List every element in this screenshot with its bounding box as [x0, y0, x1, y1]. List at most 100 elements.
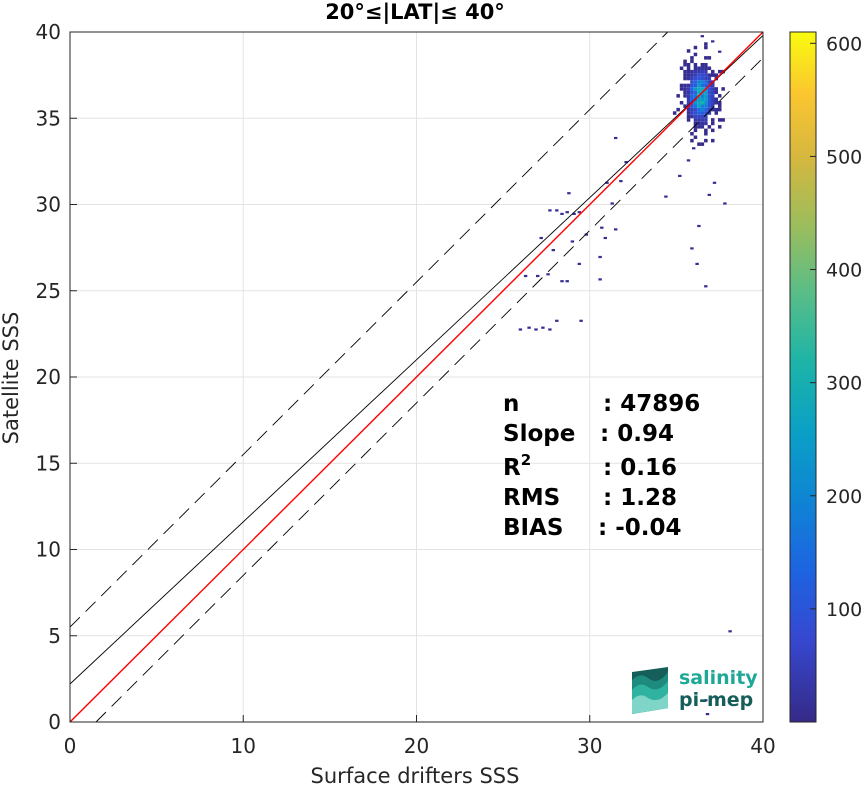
heatmap-cell: [679, 66, 684, 70]
heatmap-cell: [700, 114, 705, 119]
heatmap-cell: [690, 83, 694, 88]
heatmap-cell: [704, 111, 708, 115]
heatmap-cell: [711, 73, 715, 77]
heatmap-cell: [700, 66, 705, 70]
heatmap-cell: [714, 101, 718, 105]
heatmap-cell: [704, 97, 708, 101]
heatmap-cell: [693, 111, 698, 115]
heatmap-cell: [693, 107, 698, 112]
heatmap-cell: [714, 73, 718, 77]
heatmap-cell: [697, 121, 701, 126]
y-tick-label: 25: [36, 279, 61, 303]
stat-value: : 0.94: [600, 421, 674, 447]
line-regression-fit: [69, 35, 764, 685]
heatmap-cell: [693, 101, 698, 105]
heatmap-cell: [700, 97, 705, 101]
heatmap-cell: [697, 83, 701, 88]
heatmap-cell: [548, 209, 552, 212]
x-axis-label: Surface drifters SSS: [311, 764, 520, 786]
heatmap-cell: [714, 107, 718, 112]
heatmap-cell: [679, 101, 684, 105]
heatmap-cell: [679, 83, 684, 88]
heatmap-cell: [711, 94, 715, 98]
heatmap-cell: [711, 107, 715, 112]
heatmap-cell: [704, 104, 708, 108]
heatmap-cell: [546, 273, 550, 276]
heatmap-cell: [700, 121, 705, 126]
heatmap-cell: [714, 90, 718, 95]
heatmap-cell: [527, 326, 531, 329]
heatmap-cell: [711, 121, 715, 126]
heatmap-cell: [700, 63, 705, 67]
colorbar: 100 200 300 400 500 600: [789, 31, 862, 723]
heatmap-cell: [697, 114, 701, 119]
heatmap-cell: [704, 285, 708, 288]
heatmap-cell: [690, 94, 694, 98]
heatmap-cell: [683, 59, 687, 64]
heatmap-cell: [697, 97, 701, 101]
heatmap-cell: [555, 319, 559, 322]
heatmap-cell: [714, 87, 718, 91]
heatmap-cell: [693, 90, 698, 95]
heatmap-cell: [711, 128, 715, 133]
heatmap-cell: [711, 104, 715, 108]
heatmap-cell: [683, 104, 687, 108]
logo-line1: salinity: [679, 667, 758, 689]
heatmap-cell: [695, 262, 699, 265]
stat-label: n: [503, 391, 519, 417]
heatmap-cell: [704, 138, 708, 143]
heatmap-cell: [704, 101, 708, 105]
heatmap-cell: [697, 80, 701, 84]
heatmap-cell: [679, 87, 684, 91]
heatmap-cell: [690, 87, 694, 91]
heatmap-cell: [704, 63, 708, 67]
x-axis: 0 10 20 30 40: [64, 715, 776, 758]
heatmap-cell: [697, 101, 701, 105]
colorbar-tick-label: 300: [826, 373, 862, 395]
heatmap-cell: [690, 90, 694, 95]
heatmap-cell: [686, 107, 691, 112]
heatmap-cell: [704, 73, 708, 77]
heatmap-cell: [697, 87, 701, 91]
heatmap-cell: [704, 90, 708, 95]
colorbar-gradient: [789, 31, 817, 723]
heatmap-cell: [693, 83, 698, 88]
heatmap-cell: [614, 228, 618, 231]
heatmap-cell: [619, 180, 623, 183]
y-tick-label: 15: [36, 451, 61, 475]
stat-value: : -0.04: [598, 515, 682, 541]
stat-label: RMS: [503, 485, 560, 511]
heatmap-cell: [548, 328, 552, 331]
line-upper-bound: [69, 31, 669, 628]
heatmap-cell: [565, 280, 569, 283]
heatmap-cell: [711, 40, 715, 43]
heatmap-cell: [686, 73, 691, 77]
heatmap-cell: [577, 211, 581, 214]
heatmap-cell: [704, 699, 708, 702]
heatmap-cell: [690, 107, 694, 112]
heatmap-cell: [700, 73, 705, 77]
y-tick-label: 0: [48, 710, 61, 734]
y-tick-label: 20: [36, 365, 61, 389]
heatmap-cell: [565, 211, 569, 214]
heatmap-cell: [683, 63, 687, 67]
heatmap-cell: [693, 45, 698, 50]
heatmap-cell: [707, 101, 712, 105]
heatmap-cell: [686, 111, 691, 115]
heatmap-cell: [704, 80, 708, 84]
heatmap-cell: [693, 94, 698, 98]
heatmap-cell: [683, 94, 687, 98]
stat-label: BIAS: [503, 515, 563, 541]
heatmap-cell: [683, 76, 687, 81]
heatmap-cell: [686, 114, 691, 119]
logo-waves-icon: [632, 667, 668, 714]
heatmap-cell: [693, 87, 698, 91]
colorbar-tick-label: 100: [826, 599, 862, 621]
x-tick-label: 10: [231, 734, 256, 758]
heatmap-cell: [697, 69, 701, 74]
heatmap-cell: [536, 274, 540, 278]
heatmap-cell: [707, 90, 712, 95]
y-tick-label: 30: [36, 193, 61, 217]
logo-line2: pi-mep: [679, 689, 753, 711]
heatmap-cell: [700, 83, 705, 88]
